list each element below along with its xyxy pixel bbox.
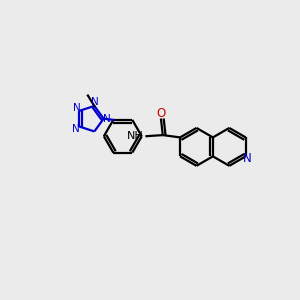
Text: N: N [73,103,80,113]
Text: NH: NH [127,131,144,141]
Text: N: N [103,114,111,124]
Text: N: N [72,124,80,134]
Text: O: O [156,107,166,120]
Text: N: N [242,152,251,165]
Text: N: N [91,97,99,107]
